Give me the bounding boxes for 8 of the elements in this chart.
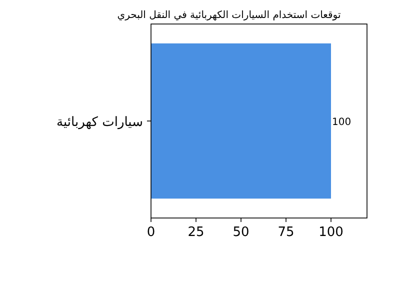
- chart-title: توقعات استخدام السيارات الكهربائية في النقل البحري: [117, 10, 341, 21]
- y-tick-label: سيارات كهربائية: [56, 115, 143, 130]
- x-tick-label: 75: [278, 225, 294, 240]
- x-tick-label: 100: [318, 225, 344, 240]
- x-tick-label: 25: [188, 225, 204, 240]
- x-tick-label: 0: [146, 225, 156, 240]
- data-label: 100: [332, 117, 352, 128]
- x-tick-label: 50: [232, 225, 250, 240]
